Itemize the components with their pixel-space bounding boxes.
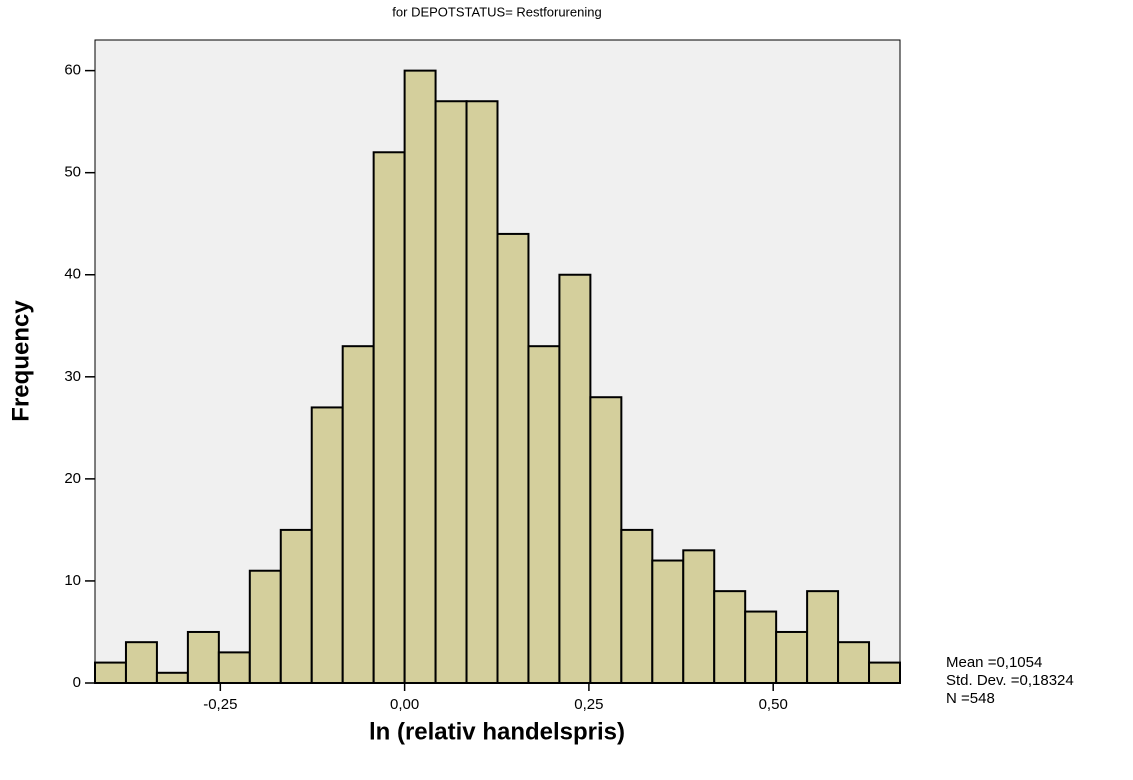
x-tick-label: 0,25 (574, 696, 603, 713)
bar (589, 396, 623, 684)
y-tick-label: 20 (64, 470, 81, 487)
bar (341, 345, 375, 684)
bar (186, 630, 220, 685)
bar (806, 590, 840, 685)
bar (837, 641, 871, 685)
bar (372, 151, 406, 684)
bar (217, 651, 251, 685)
bar (403, 69, 437, 685)
bar (496, 232, 530, 685)
bar (124, 641, 158, 685)
y-tick-label: 0 (73, 674, 81, 691)
bar (527, 345, 561, 684)
bar (94, 661, 127, 684)
y-tick-label: 50 (64, 164, 81, 181)
bar (155, 671, 189, 684)
bar (620, 528, 654, 685)
bar (744, 610, 778, 684)
y-tick-label: 60 (64, 62, 81, 79)
stats-text: Std. Dev. =0,18324 (946, 672, 1074, 689)
bar (558, 273, 592, 684)
bar (713, 590, 747, 685)
x-tick-label: -0,25 (203, 696, 237, 713)
bar (868, 661, 901, 684)
y-axis-label: Frequency (7, 300, 34, 422)
chart-title: for DEPOTSTATUS= Restforurening (392, 4, 601, 19)
bar (279, 528, 313, 685)
x-axis-label: ln (relativ handelspris) (369, 718, 625, 745)
bar (682, 549, 716, 684)
bar (465, 100, 499, 684)
bar (310, 406, 344, 684)
y-tick-label: 40 (64, 266, 81, 283)
y-tick-label: 30 (64, 368, 81, 385)
bar (651, 559, 685, 684)
bar (248, 569, 282, 685)
stats-text: Mean =0,1054 (946, 654, 1042, 671)
bar (775, 630, 809, 685)
stats-text: N =548 (946, 690, 995, 707)
x-tick-label: 0,00 (390, 696, 419, 713)
y-tick-label: 10 (64, 572, 81, 589)
bar (434, 100, 468, 684)
x-tick-label: 0,50 (759, 696, 788, 713)
